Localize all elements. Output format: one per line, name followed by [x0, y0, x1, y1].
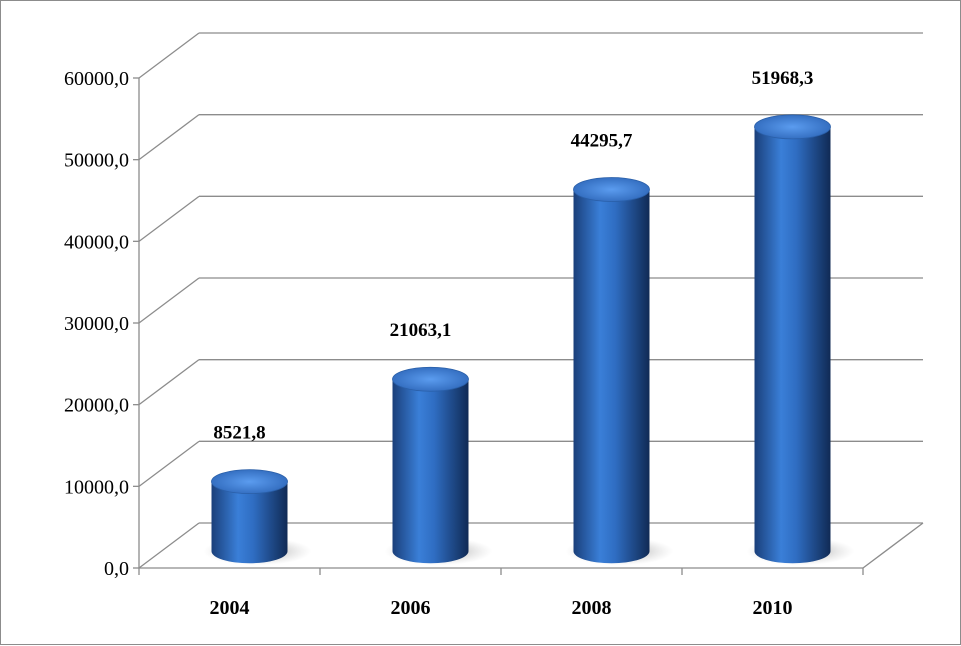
bar-3 [754, 126, 831, 564]
data-label-1: 21063,1 [390, 320, 452, 341]
bar-top-0 [211, 469, 288, 495]
bars [203, 114, 855, 566]
bar-0 [211, 481, 288, 564]
side-gridline-2 [138, 359, 200, 406]
side-gridline-5 [138, 114, 200, 161]
data-label-0: 8521,8 [213, 423, 265, 444]
y-tick-label-1: 10000,0 [64, 476, 129, 498]
data-labels: 8521,8 21063,1 44295,7 51968,3 [213, 68, 813, 444]
bar-2 [573, 189, 650, 564]
bar-top-2 [573, 177, 650, 202]
side-gridline-1 [138, 440, 200, 487]
floor-right-edge [862, 522, 924, 569]
x-tick-label-0: 2004 [210, 597, 250, 619]
y-tick-label-4: 40000,0 [64, 231, 129, 253]
y-tick-label-5: 50000,0 [64, 150, 129, 172]
data-label-2: 44295,7 [571, 131, 633, 152]
x-tick-labels: 2004 2006 2008 2010 [210, 597, 793, 619]
side-gridline-4 [138, 195, 200, 242]
gridlines [138, 32, 923, 569]
y-tick-label-3: 30000,0 [64, 313, 129, 335]
x-tick-label-3: 2010 [753, 597, 793, 619]
x-tick-label-2: 2008 [572, 597, 612, 619]
y-tick-label-2: 20000,0 [64, 395, 129, 417]
axes [133, 77, 924, 575]
bar-top-1 [392, 366, 469, 392]
side-gridline-6 [138, 32, 200, 79]
side-gridline-3 [138, 277, 200, 324]
data-label-3: 51968,3 [752, 68, 814, 89]
y-tick-labels: 0,0 10000,0 20000,0 30000,0 40000,0 50000,0 60… [64, 68, 129, 580]
x-tick-label-1: 2006 [391, 597, 431, 619]
side-gridline-0 [138, 522, 200, 569]
bar-top-3 [754, 114, 831, 140]
bar-1 [392, 379, 469, 564]
y-tick-label-0: 0,0 [104, 558, 129, 580]
y-tick-label-6: 60000,0 [64, 68, 129, 90]
